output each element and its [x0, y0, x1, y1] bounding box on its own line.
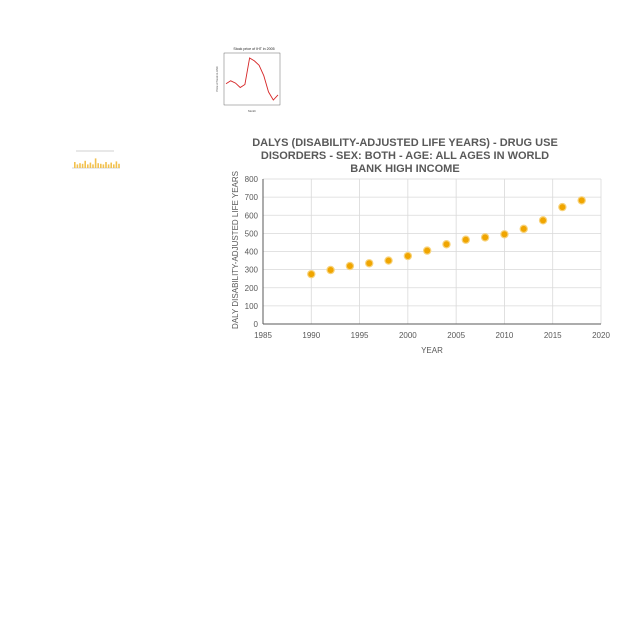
- thumbnail-line-chart-svg: Stock price of IHT in 2005 Price of Stoc…: [215, 47, 281, 113]
- data-point[interactable]: [365, 259, 374, 268]
- y-tick-label: 100: [245, 302, 259, 311]
- thumbnail-bar: [102, 164, 105, 168]
- chart-title-line-1: DALYS (DISABILITY-ADJUSTED LIFE YEARS) -…: [252, 137, 558, 149]
- thumbnail-bar-chart[interactable]: [68, 146, 124, 180]
- thumbnail-bar: [105, 162, 107, 168]
- thumbnail-bar: [74, 162, 76, 168]
- thumbnail-bar: [94, 158, 97, 168]
- thumbnail-bar: [81, 163, 84, 168]
- y-tick-label: 700: [245, 193, 259, 202]
- thumbnail-bar: [107, 164, 110, 168]
- thumbnail-bar: [115, 161, 118, 168]
- thumbnail-bar: [76, 164, 79, 168]
- data-point[interactable]: [577, 196, 586, 205]
- thumbnail-line-title: Stock price of IHT in 2005: [233, 47, 274, 51]
- data-point[interactable]: [461, 235, 470, 244]
- thumbnail-bar: [97, 163, 99, 168]
- chart-title-line-2: DISORDERS - SEX: BOTH - AGE: ALL AGES IN…: [261, 150, 549, 162]
- x-axis-label: YEAR: [421, 346, 443, 355]
- x-tick-label: 1990: [302, 331, 320, 340]
- data-point[interactable]: [519, 224, 528, 234]
- data-point[interactable]: [558, 202, 567, 212]
- x-tick-label: 2000: [399, 331, 417, 340]
- main-scatter-chart: DALYS (DISABILITY-ADJUSTED LIFE YEARS) -…: [222, 132, 612, 357]
- thumbnail-bar: [110, 162, 112, 168]
- thumbnail-bar: [89, 162, 92, 168]
- thumbnail-line-ylabel: Price of Stock in USD: [215, 66, 219, 91]
- y-tick-label: 500: [245, 229, 259, 238]
- data-point[interactable]: [345, 261, 355, 271]
- thumbnail-bar: [100, 163, 102, 168]
- data-point[interactable]: [307, 269, 316, 279]
- chart-title-line-3: BANK HIGH INCOME: [350, 163, 459, 175]
- thumbnail-bar: [79, 163, 81, 168]
- thumbnail-line-chart[interactable]: Stock price of IHT in 2005 Price of Stoc…: [214, 44, 284, 114]
- thumbnail-line-series: [225, 57, 279, 101]
- y-tick-label: 300: [245, 266, 259, 275]
- data-point[interactable]: [403, 251, 413, 261]
- y-tick-label: 200: [245, 284, 259, 293]
- data-point[interactable]: [384, 256, 393, 265]
- y-tick-label: 400: [245, 248, 259, 257]
- x-tick-label: 1985: [254, 331, 272, 340]
- x-tick-label: 1995: [351, 331, 369, 340]
- thumbnail-bar: [87, 164, 89, 168]
- data-point[interactable]: [538, 216, 548, 225]
- x-tick-label: 2005: [447, 331, 465, 340]
- thumbnail-bar: [118, 163, 120, 168]
- x-tick-label: 2015: [544, 331, 562, 340]
- x-tick-label: 2020: [592, 331, 610, 340]
- x-tick-label: 2010: [496, 331, 514, 340]
- thumbnail-bar: [92, 164, 94, 168]
- y-tick-label: 0: [254, 320, 259, 329]
- data-point[interactable]: [422, 246, 432, 255]
- thumbnail-bar: [113, 164, 115, 168]
- data-point[interactable]: [442, 240, 451, 249]
- y-tick-label: 800: [245, 175, 259, 184]
- data-point[interactable]: [480, 233, 490, 242]
- thumbnail-line-xlabel: Month: [248, 109, 256, 113]
- thumbnail-bar: [84, 160, 86, 168]
- data-point[interactable]: [326, 265, 335, 275]
- y-tick-label: 600: [245, 211, 259, 220]
- thumbnail-bar-chart-svg: [68, 146, 124, 180]
- data-point[interactable]: [500, 230, 509, 239]
- main-chart-svg: DALYS (DISABILITY-ADJUSTED LIFE YEARS) -…: [231, 137, 610, 355]
- y-axis-label: DALY DISABILITY-ADJUSTED LIFE YEARS: [231, 171, 240, 329]
